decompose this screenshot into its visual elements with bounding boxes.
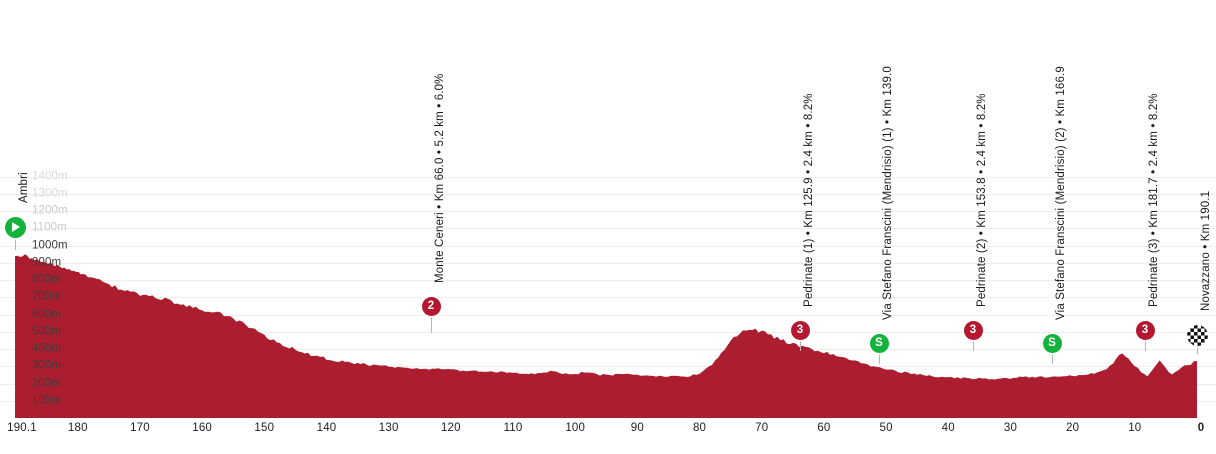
poi-stem bbox=[878, 344, 881, 364]
sprint-icon[interactable]: S bbox=[1042, 334, 1062, 353]
x-axis-tick-label: 120 bbox=[440, 422, 461, 434]
x-axis-tick-label: 150 bbox=[254, 422, 275, 434]
x-axis-tick-label: 110 bbox=[503, 422, 523, 434]
climb-category-icon[interactable]: 2 bbox=[421, 297, 441, 316]
gridline bbox=[0, 194, 1216, 195]
sprint-icon[interactable]: S bbox=[869, 334, 889, 353]
gridline bbox=[0, 280, 1216, 281]
poi-label: Pedrinate (3) • Km 181.7 • 2.4 km • 8.2% bbox=[1148, 93, 1160, 307]
x-axis-tick-label: 70 bbox=[755, 422, 769, 434]
gridline bbox=[0, 315, 1216, 316]
poi-label: Via Stefano Franscini (Mendrisio) (1) • … bbox=[882, 66, 894, 320]
poi-label: Novazzano • Km 190.1 bbox=[1200, 190, 1212, 311]
gridline bbox=[0, 263, 1216, 264]
x-axis-tick-label: 20 bbox=[1066, 422, 1080, 434]
x-axis-tick-label: 10 bbox=[1128, 422, 1142, 434]
x-axis-tick-label: 30 bbox=[1003, 422, 1018, 434]
x-axis-tick-label: 160 bbox=[192, 422, 213, 434]
play-icon[interactable] bbox=[4, 217, 26, 238]
gridline bbox=[0, 349, 1216, 350]
x-axis-labels: 190.1 180 170 160 150 140 130 120 110 100 90 80 70 60… bbox=[0, 418, 1216, 454]
y-axis-tick-label: 400m bbox=[32, 342, 62, 355]
poi-label: Pedrinate (1) • Km 125.9 • 2.4 km • 8.2% bbox=[803, 93, 815, 307]
y-axis-tick-label: 1100m bbox=[32, 221, 67, 234]
y-axis-tick-label: 1000m bbox=[32, 238, 68, 251]
y-axis-tick-label: 1300m bbox=[32, 187, 68, 200]
y-axis-tick-label: 300m bbox=[32, 359, 62, 372]
gridline bbox=[0, 211, 1216, 212]
poi-stem bbox=[1051, 344, 1054, 364]
poi-stem bbox=[14, 228, 17, 250]
poi-label: Ambri bbox=[18, 172, 30, 203]
x-axis-tick-label: 40 bbox=[941, 422, 955, 434]
y-axis-tick-label: 800m bbox=[32, 273, 62, 286]
gridline bbox=[0, 332, 1216, 333]
x-axis-tick-label: 180 bbox=[67, 422, 88, 434]
play-triangle-icon bbox=[11, 222, 20, 232]
x-axis-tick-label: 100 bbox=[565, 422, 586, 434]
y-axis-tick-label: 500m bbox=[32, 325, 62, 338]
gridline bbox=[0, 366, 1216, 367]
y-axis-tick-label: 1200m bbox=[32, 204, 68, 217]
gridline bbox=[0, 228, 1216, 229]
x-axis-tick-label: 80 bbox=[692, 422, 707, 434]
x-axis-tick-label: 0 bbox=[1197, 422, 1205, 434]
elevation-area-path bbox=[15, 254, 1197, 418]
y-axis-tick-label: 100m bbox=[32, 394, 62, 406]
y-axis-tick-label: 200m bbox=[32, 376, 62, 389]
poi-stem bbox=[972, 331, 975, 351]
poi-label: Via Stefano Franscini (Mendrisio) (2) • … bbox=[1055, 66, 1067, 320]
y-axis-tick-label: 900m bbox=[32, 256, 62, 269]
x-axis-tick-label: 90 bbox=[630, 422, 644, 434]
climb-category-icon[interactable]: 3 bbox=[790, 321, 810, 340]
climb-category-icon[interactable]: 3 bbox=[1135, 321, 1155, 340]
x-axis-tick-label: 170 bbox=[130, 422, 150, 434]
poi-label: Monte Ceneri • Km 66.0 • 5.2 km • 6.0% bbox=[434, 73, 446, 283]
x-axis-tick-label: 190.1 bbox=[7, 422, 37, 434]
gridline bbox=[0, 177, 1216, 178]
x-axis-tick-label: 60 bbox=[817, 422, 831, 434]
poi-stem bbox=[430, 307, 433, 333]
checkered-pattern-icon bbox=[1186, 325, 1208, 346]
gridline bbox=[0, 297, 1216, 298]
poi-label: Pedrinate (2) • Km 153.8 • 2.4 km • 8.2% bbox=[976, 93, 988, 307]
plot-area: 1400m 1300m 1200m 1100m 1000m 900m 800m 700m 600… bbox=[0, 66, 1216, 418]
y-axis-tick-label: 600m bbox=[32, 307, 62, 320]
x-axis-tick-label: 140 bbox=[316, 422, 337, 434]
poi-stem bbox=[1144, 331, 1147, 351]
x-axis-tick-label: 50 bbox=[879, 422, 893, 434]
checkered-flag-icon[interactable] bbox=[1186, 325, 1208, 346]
x-axis-tick-label: 130 bbox=[378, 422, 399, 434]
poi-stem bbox=[799, 331, 802, 351]
gridline bbox=[0, 246, 1216, 247]
y-axis-tick-label: 700m bbox=[32, 290, 62, 303]
y-axis-tick-label: 1400m bbox=[32, 169, 68, 182]
climb-category-icon[interactable]: 3 bbox=[963, 321, 983, 340]
